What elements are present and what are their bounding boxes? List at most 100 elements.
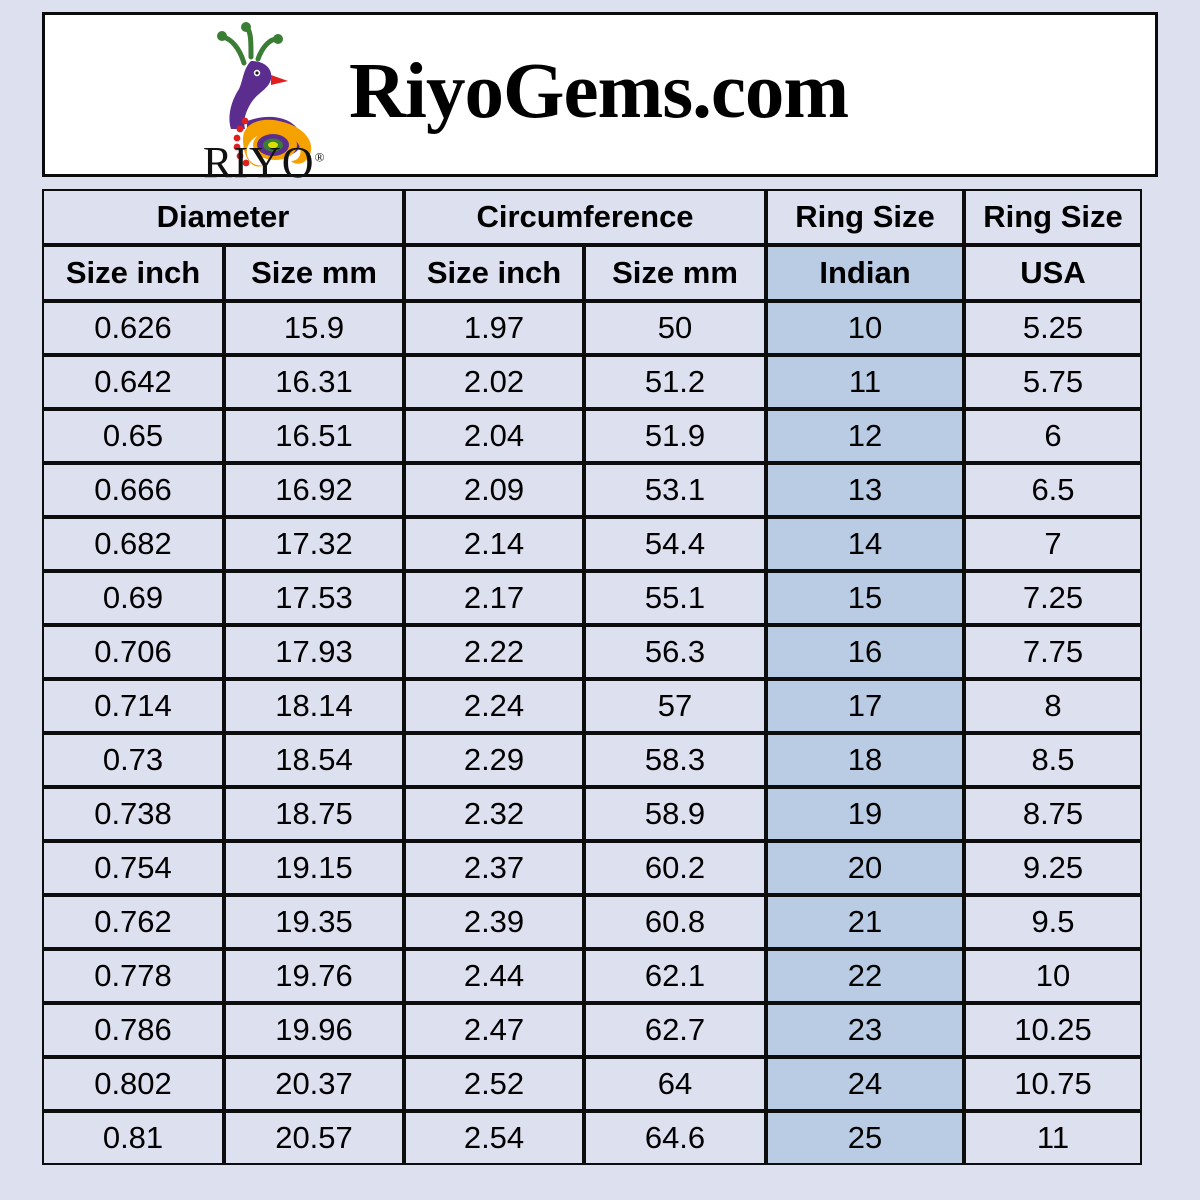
crest-tip-right [273,34,283,44]
brand-banner: RIYO® RiyoGems.com [42,12,1158,187]
cell-ring-size-usa: 10.75 [964,1057,1142,1111]
cell-circumference-inch: 2.44 [404,949,584,1003]
table-row: 0.682 17.32 2.14 54.4 14 7 [42,517,1142,571]
table-row: 0.738 18.75 2.32 58.9 19 8.75 [42,787,1142,841]
cell-circumference-inch: 2.52 [404,1057,584,1111]
cell-ring-size-usa: 6 [964,409,1142,463]
cell-ring-size-indian: 25 [766,1111,964,1165]
table-row: 0.626 15.9 1.97 50 10 5.25 [42,301,1142,355]
cell-diameter-mm: 16.51 [224,409,404,463]
cell-diameter-inch: 0.802 [42,1057,224,1111]
sub-header-row: Size inch Size mm Size inch Size mm Indi… [42,245,1142,301]
cell-ring-size-usa: 6.5 [964,463,1142,517]
peacock-body [229,61,272,129]
table-head: Diameter Circumference Ring Size Ring Si… [42,189,1142,301]
cell-diameter-inch: 0.81 [42,1111,224,1165]
group-header-row: Diameter Circumference Ring Size Ring Si… [42,189,1142,245]
cell-diameter-inch: 0.65 [42,409,224,463]
cell-circumference-inch: 2.24 [404,679,584,733]
cell-circumference-mm: 62.1 [584,949,766,1003]
cell-circumference-mm: 64 [584,1057,766,1111]
cell-circumference-inch: 2.14 [404,517,584,571]
cell-diameter-inch: 0.73 [42,733,224,787]
cell-diameter-mm: 20.37 [224,1057,404,1111]
table-row: 0.65 16.51 2.04 51.9 12 6 [42,409,1142,463]
table-row: 0.666 16.92 2.09 53.1 13 6.5 [42,463,1142,517]
group-header-ring-size-usa: Ring Size [964,189,1142,245]
cell-ring-size-indian: 20 [766,841,964,895]
cell-diameter-inch: 0.666 [42,463,224,517]
cell-circumference-inch: 2.47 [404,1003,584,1057]
crest-feathers [220,24,280,66]
cell-ring-size-usa: 9.25 [964,841,1142,895]
cell-diameter-mm: 19.15 [224,841,404,895]
peacock-pupil [255,71,259,75]
table-row: 0.786 19.96 2.47 62.7 23 10.25 [42,1003,1142,1057]
table-row: 0.73 18.54 2.29 58.3 18 8.5 [42,733,1142,787]
cell-ring-size-usa: 5.75 [964,355,1142,409]
cell-circumference-inch: 2.22 [404,625,584,679]
cell-diameter-mm: 16.92 [224,463,404,517]
cell-circumference-mm: 56.3 [584,625,766,679]
cell-ring-size-usa: 10.25 [964,1003,1142,1057]
table-row: 0.762 19.35 2.39 60.8 21 9.5 [42,895,1142,949]
cell-circumference-inch: 2.02 [404,355,584,409]
cell-circumference-mm: 58.9 [584,787,766,841]
cell-circumference-inch: 2.37 [404,841,584,895]
cell-ring-size-usa: 7.25 [964,571,1142,625]
cell-circumference-inch: 2.32 [404,787,584,841]
sub-header-circumference-mm: Size mm [584,245,766,301]
registered-icon: ® [314,149,326,165]
cell-ring-size-indian: 10 [766,301,964,355]
sub-header-indian: Indian [766,245,964,301]
cell-circumference-mm: 60.8 [584,895,766,949]
cell-ring-size-indian: 12 [766,409,964,463]
cell-diameter-mm: 19.76 [224,949,404,1003]
cell-circumference-mm: 54.4 [584,517,766,571]
cell-diameter-mm: 18.14 [224,679,404,733]
cell-diameter-mm: 19.96 [224,1003,404,1057]
cell-circumference-mm: 53.1 [584,463,766,517]
cell-ring-size-indian: 22 [766,949,964,1003]
table-row: 0.778 19.76 2.44 62.1 22 10 [42,949,1142,1003]
crest-tip-mid [241,22,251,32]
cell-ring-size-usa: 10 [964,949,1142,1003]
cell-ring-size-usa: 8 [964,679,1142,733]
peacock-logo-svg [217,22,312,167]
cell-circumference-inch: 1.97 [404,301,584,355]
table-row: 0.754 19.15 2.37 60.2 20 9.25 [42,841,1142,895]
cell-circumference-mm: 64.6 [584,1111,766,1165]
cell-ring-size-usa: 8.5 [964,733,1142,787]
cell-ring-size-indian: 16 [766,625,964,679]
cell-circumference-inch: 2.54 [404,1111,584,1165]
cell-diameter-mm: 17.32 [224,517,404,571]
cell-circumference-inch: 2.29 [404,733,584,787]
group-header-circumference: Circumference [404,189,766,245]
logo-wordmark-text: RIYO [203,138,315,187]
cell-ring-size-indian: 19 [766,787,964,841]
cell-circumference-mm: 55.1 [584,571,766,625]
cell-circumference-mm: 60.2 [584,841,766,895]
cell-diameter-inch: 0.682 [42,517,224,571]
cell-diameter-inch: 0.626 [42,301,224,355]
group-header-diameter: Diameter [42,189,404,245]
cell-ring-size-indian: 21 [766,895,964,949]
cell-diameter-inch: 0.786 [42,1003,224,1057]
cell-ring-size-indian: 15 [766,571,964,625]
cell-diameter-inch: 0.738 [42,787,224,841]
cell-diameter-inch: 0.706 [42,625,224,679]
table-row: 0.69 17.53 2.17 55.1 15 7.25 [42,571,1142,625]
cell-diameter-mm: 19.35 [224,895,404,949]
cell-ring-size-indian: 18 [766,733,964,787]
table-row: 0.714 18.14 2.24 57 17 8 [42,679,1142,733]
cell-circumference-mm: 57 [584,679,766,733]
paisley-tail [243,119,312,167]
cell-diameter-mm: 18.54 [224,733,404,787]
brand-title: RiyoGems.com [349,48,849,135]
cell-circumference-mm: 50 [584,301,766,355]
cell-circumference-inch: 2.04 [404,409,584,463]
cell-diameter-mm: 17.53 [224,571,404,625]
table-row: 0.81 20.57 2.54 64.6 25 11 [42,1111,1142,1165]
cell-circumference-mm: 51.2 [584,355,766,409]
